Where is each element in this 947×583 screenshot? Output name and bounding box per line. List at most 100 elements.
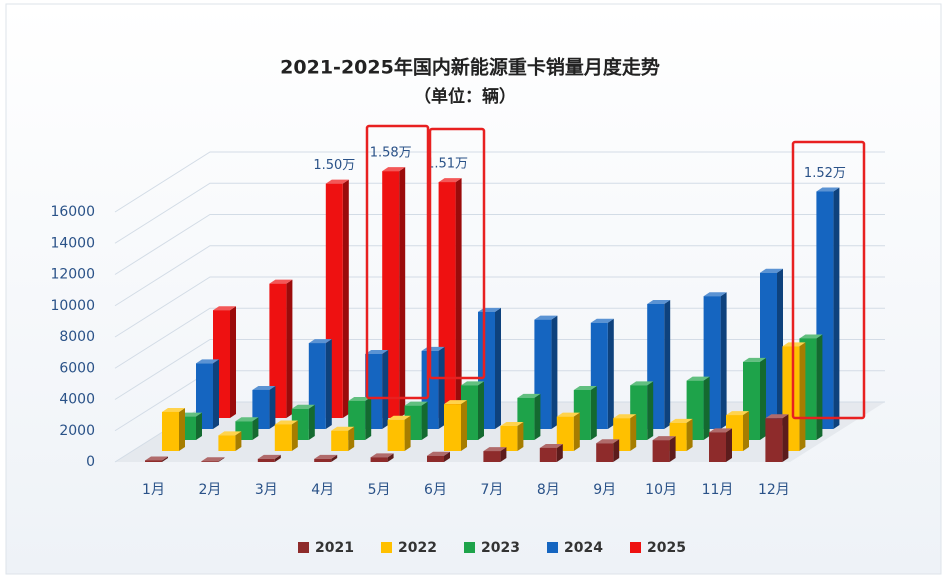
- bar-top: [348, 396, 372, 401]
- bar: [257, 458, 275, 462]
- bar-side: [816, 334, 823, 440]
- bar-side: [777, 268, 783, 429]
- bar-side: [348, 426, 355, 451]
- x-tick-label: 6月: [424, 482, 447, 498]
- bar-top: [291, 404, 315, 409]
- x-tick-label: 4月: [311, 482, 334, 498]
- bar-top: [686, 376, 710, 381]
- bar: [596, 443, 614, 462]
- bar-top: [308, 339, 332, 344]
- bar: [387, 419, 405, 451]
- bar-top: [647, 300, 671, 304]
- bar: [765, 418, 783, 462]
- bar: [162, 411, 179, 451]
- bar-side: [331, 454, 338, 462]
- bar-side: [669, 436, 676, 462]
- highlight-box: [428, 127, 486, 380]
- bar-top: [331, 426, 355, 431]
- bar-top: [500, 422, 524, 426]
- bar-top: [517, 393, 541, 398]
- bar-side: [213, 359, 219, 429]
- bar-side: [365, 396, 372, 440]
- y-tick-label: 0: [86, 454, 95, 470]
- bar-top: [534, 315, 558, 320]
- data-label: 1.58万: [370, 146, 412, 161]
- bar-top: [370, 453, 394, 458]
- bar-side: [782, 414, 789, 462]
- bar-side: [269, 385, 276, 429]
- bar-top: [387, 415, 411, 420]
- bar-side: [590, 386, 597, 440]
- chart-title: 2021-2025年国内新能源重卡销量月度走势: [280, 56, 660, 79]
- x-tick-label: 3月: [255, 482, 278, 498]
- bar: [331, 430, 349, 451]
- bar-top: [669, 418, 693, 423]
- data-label: 1.51万: [426, 157, 468, 172]
- y-tick-label: 2000: [59, 423, 95, 439]
- bar-side: [495, 307, 501, 429]
- bar-top: [461, 381, 484, 386]
- legend-swatch: [630, 542, 641, 553]
- bar: [483, 451, 501, 462]
- bar-top: [703, 292, 727, 297]
- bar-top: [726, 411, 749, 416]
- y-tick-label: 4000: [59, 392, 95, 408]
- bar-side: [517, 422, 524, 451]
- bar-top: [196, 359, 219, 364]
- bar: [201, 461, 219, 462]
- legend-label: 2024: [564, 540, 603, 556]
- bar: [539, 447, 557, 462]
- background: [5, 3, 942, 575]
- bar-top: [799, 334, 823, 339]
- bar-side: [556, 443, 563, 462]
- bar-top: [573, 386, 597, 390]
- x-tick-label: 7月: [480, 482, 503, 498]
- bar-top: [556, 412, 580, 417]
- bar-side: [308, 404, 315, 440]
- bar: [145, 460, 162, 462]
- bar-top: [404, 401, 428, 406]
- y-tick-label: 10000: [50, 298, 95, 314]
- bar-side: [230, 306, 236, 418]
- bar-top: [252, 385, 276, 390]
- bar-side: [478, 381, 484, 440]
- bar-top: [213, 306, 236, 311]
- bar-side: [630, 414, 637, 451]
- legend-label: 2021: [315, 540, 354, 556]
- bar: [444, 404, 461, 451]
- bar-top: [444, 400, 467, 405]
- bar-top: [427, 451, 450, 456]
- bar-top: [483, 447, 507, 452]
- bar-side: [404, 415, 411, 451]
- y-tick-label: 14000: [50, 235, 95, 251]
- bar-side: [743, 411, 749, 451]
- bar-top: [314, 454, 338, 459]
- bar-side: [760, 357, 766, 440]
- legend-swatch: [298, 542, 309, 553]
- bar: [652, 440, 670, 462]
- bar-side: [286, 279, 293, 418]
- bar-side: [399, 167, 406, 418]
- x-tick-label: 1月: [142, 482, 165, 498]
- data-label: 1.50万: [313, 158, 355, 173]
- bar-top: [438, 178, 462, 183]
- legend-swatch: [381, 542, 392, 553]
- y-tick-label: 12000: [50, 267, 95, 283]
- x-tick-label: 11月: [702, 482, 734, 498]
- grid-line: [114, 214, 885, 275]
- bar: [709, 432, 726, 462]
- bar-side: [291, 420, 298, 451]
- highlight-box: [791, 140, 866, 420]
- bar-top: [596, 439, 620, 444]
- bar: [427, 455, 444, 462]
- bar-side: [218, 457, 225, 462]
- grid-line: [114, 276, 885, 338]
- bar: [269, 283, 287, 418]
- y-tick-label: 8000: [59, 329, 95, 345]
- bar-side: [252, 417, 259, 440]
- bar-side: [613, 439, 620, 462]
- bar-top: [382, 167, 406, 172]
- bar-top: [539, 443, 563, 448]
- bar-top: [269, 279, 293, 284]
